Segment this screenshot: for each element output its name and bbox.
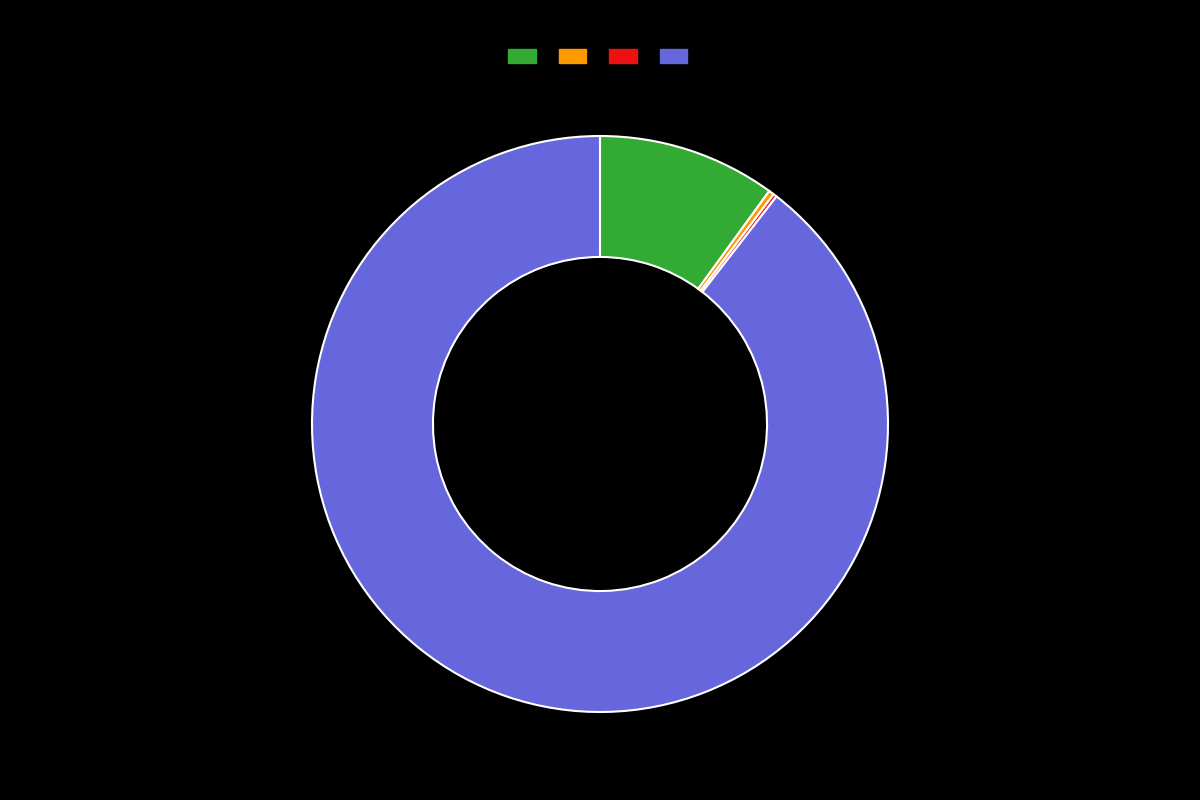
Wedge shape bbox=[698, 191, 774, 290]
Legend: , , , : , , , bbox=[503, 43, 697, 70]
Wedge shape bbox=[600, 136, 769, 289]
Wedge shape bbox=[312, 136, 888, 712]
Wedge shape bbox=[701, 194, 776, 292]
